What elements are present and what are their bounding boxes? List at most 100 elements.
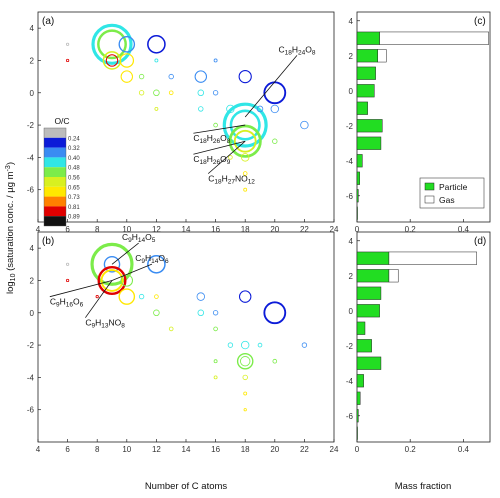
data-point [147, 254, 166, 274]
bar-particle [356, 49, 378, 63]
x-tick-label: 16 [211, 225, 220, 234]
annotation-label-part: 18 [214, 179, 222, 186]
annotation-label-part: 13 [101, 323, 109, 330]
annotation-label-part: H [222, 174, 228, 184]
bar-particle [356, 356, 382, 370]
x-tick-label: 4 [36, 445, 41, 454]
colorbar-segment [44, 196, 66, 207]
bar-gas [377, 49, 387, 63]
annotation-label-part: H [132, 232, 138, 242]
data-point [168, 73, 174, 80]
colorbar-segment [44, 206, 66, 217]
y-tick-label: 0 [349, 307, 354, 316]
annotation-label: C9H14O5 [122, 232, 156, 244]
x-tick-label: 12 [152, 445, 161, 454]
panel-b-label: (b) [42, 236, 54, 247]
data-point [242, 374, 248, 381]
y-tick-label: 0 [30, 309, 35, 318]
bar-particle [356, 374, 364, 388]
x-tick-label: 10 [122, 225, 131, 234]
y-tick-label: 4 [30, 244, 35, 253]
annotation-label-part: 9 [141, 258, 145, 265]
legend-gas-label: Gas [439, 195, 455, 205]
data-point [154, 58, 159, 63]
bar-particle [356, 409, 359, 423]
panel-a-label: (a) [42, 16, 54, 27]
data-point [272, 358, 278, 364]
annotation-label-part: C [50, 297, 56, 307]
colorbar-title: O/C [54, 116, 69, 126]
colorbar-tick-label: 0.56 [68, 176, 80, 182]
x-tick-label: 8 [95, 225, 100, 234]
annotation-leader [111, 242, 139, 265]
bar-particle [356, 321, 366, 335]
data-point [154, 107, 159, 111]
y-tick-label: -6 [346, 192, 354, 201]
panel-b-plot: 4 6 8 10 12 14 16 18 20 22 24-6-4-2024C9H14O5C9H14… [27, 232, 339, 454]
annotation-label-part: 5 [152, 237, 156, 244]
x-tick-label: 10 [122, 445, 131, 454]
annotation-label-part: 18 [200, 159, 208, 166]
annotation-label-part: H [207, 154, 213, 164]
annotation-leader [193, 124, 246, 134]
annotation-label-part: C [85, 318, 91, 328]
x-tick-label: 12 [152, 225, 161, 234]
annotation-label-part: 24 [298, 49, 306, 56]
y-tick-label: -2 [346, 122, 354, 131]
colorbar-segment [44, 137, 66, 148]
y-tick-label: -4 [27, 373, 35, 382]
y-axis-label-sup: -3 [5, 165, 12, 171]
panel-d-frame [356, 231, 491, 443]
annotation-label-part: 6 [80, 302, 84, 309]
data-point [301, 342, 308, 348]
x-tick-label: 14 [182, 445, 191, 454]
data-point [95, 295, 99, 299]
data-point [138, 90, 145, 96]
annotation-label-part: C [135, 253, 141, 263]
annotation-label: C18H26O9 [193, 154, 230, 166]
data-point [257, 342, 263, 348]
legend-particle-label: Particle [439, 182, 468, 192]
data-point [240, 340, 250, 350]
data-point [118, 36, 136, 53]
y-axis-label-rest: (saturation conc. / µg m [5, 171, 16, 273]
y-tick-label: -4 [346, 157, 354, 166]
data-point [272, 138, 278, 144]
x-axis-label-b: Number of C atoms [145, 481, 228, 492]
data-point [238, 290, 252, 303]
panel-c-frame [356, 11, 491, 223]
data-point [66, 278, 70, 283]
data-point [197, 309, 205, 317]
annotation-label-part: O [158, 253, 165, 263]
x-tick-label: 16 [211, 445, 220, 454]
y-tick-label: -4 [346, 377, 354, 386]
bar-particle [356, 286, 382, 300]
data-point [197, 89, 205, 97]
bar-particle [356, 119, 383, 133]
panel-b-frame [37, 231, 335, 443]
annotation-label-part: C [279, 44, 285, 54]
annotation-label-part: 9 [92, 323, 96, 330]
data-point [66, 58, 70, 63]
oc-colorbar: O/C 0.24 0.32 0.40 0.48 0.56 0.65 0.73 0.81 0.89 [43, 116, 80, 227]
data-point [66, 42, 70, 46]
annotation-label-part: 26 [213, 138, 221, 145]
data-point [196, 292, 205, 301]
x-tick-label: 24 [330, 445, 339, 454]
colorbar-tick-label: 0.32 [68, 146, 80, 152]
annotation-label-part: H [95, 318, 101, 328]
annotation-label-part: 27 [228, 179, 236, 186]
annotation-leader [244, 55, 298, 118]
x-tick-label: 0.2 [405, 225, 417, 234]
data-point [154, 294, 159, 299]
data-point [213, 375, 218, 380]
y-tick-label: 4 [349, 17, 354, 26]
data-point [153, 309, 160, 317]
bar-particle [356, 189, 359, 203]
x-axis-label-d: Mass fraction [395, 481, 452, 492]
bar-particle [356, 31, 380, 45]
bar-particle [356, 66, 376, 80]
data-point [242, 171, 248, 176]
bar-particle [356, 136, 382, 150]
